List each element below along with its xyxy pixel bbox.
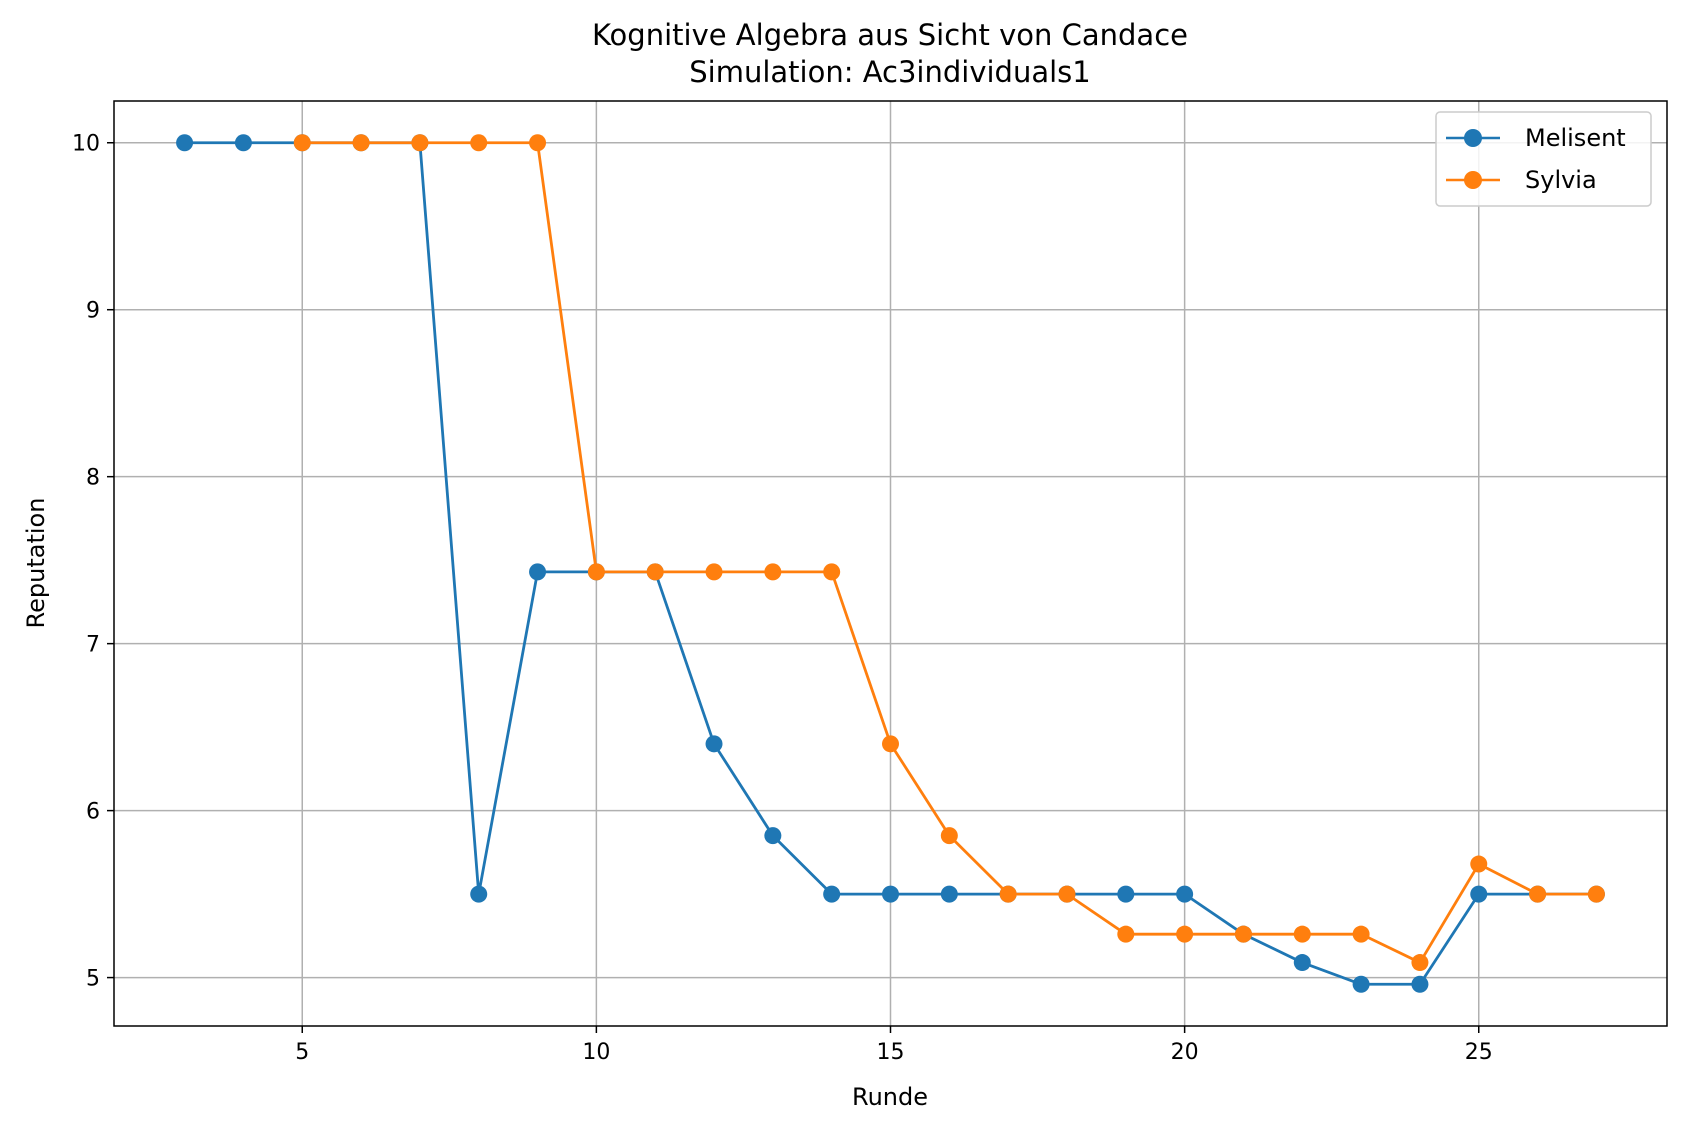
y-axis-label: Reputation [22,498,50,629]
data-point-sylvia [1352,925,1370,943]
y-tick-label: 7 [86,633,100,658]
y-tick-label: 8 [86,466,100,491]
y-tick-label: 9 [86,299,100,324]
x-tick-label: 15 [877,1040,905,1065]
data-point-sylvia [529,134,547,152]
data-point-sylvia [470,134,488,152]
data-point-melisent [940,885,958,903]
data-point-melisent [1117,885,1135,903]
data-point-melisent [1470,885,1488,903]
y-tick-label: 6 [86,800,100,825]
data-point-sylvia [1470,855,1488,873]
data-point-melisent [705,735,723,753]
data-point-sylvia [1293,925,1311,943]
y-tick-label: 5 [86,967,100,992]
data-point-melisent [1176,885,1194,903]
data-point-melisent [176,134,194,152]
x-tick-label: 20 [1171,1040,1199,1065]
x-axis-label: Runde [852,1083,928,1111]
data-point-sylvia [1234,925,1252,943]
x-tick-label: 25 [1465,1040,1493,1065]
y-tick-label: 10 [72,132,100,157]
data-point-sylvia [882,735,899,753]
legend-entry-melisent: Melisent [1446,124,1626,152]
data-point-melisent [470,885,488,903]
legend-entry-sylvia: Sylvia [1446,166,1597,194]
data-point-sylvia [1058,885,1076,903]
data-point-melisent [1293,954,1311,972]
chart-title: Kognitive Algebra aus Sicht von Candace [592,18,1188,52]
data-point-sylvia [764,563,782,581]
data-point-melisent [234,134,252,152]
data-point-sylvia [293,134,311,152]
data-point-sylvia [1411,954,1429,972]
legend-box [1435,111,1652,207]
legend-marker [1464,129,1482,147]
legend-label: Sylvia [1525,166,1597,194]
data-point-melisent [1411,975,1429,993]
data-point-sylvia [587,563,605,581]
series-sylvia [293,134,1605,972]
legend: Melisent Sylvia [1435,111,1652,207]
x-tick-label: 10 [582,1040,610,1065]
data-point-melisent [882,885,899,903]
data-point-sylvia [999,885,1017,903]
x-tick-label: 5 [295,1040,309,1065]
data-point-sylvia [940,827,958,845]
data-point-sylvia [1529,885,1547,903]
data-point-sylvia [352,134,370,152]
data-point-melisent [823,885,841,903]
data-point-melisent [529,563,547,581]
data-point-sylvia [1176,925,1194,943]
data-point-sylvia [646,563,664,581]
legend-marker [1464,171,1482,189]
data-point-sylvia [823,563,841,581]
legend-label: Melisent [1525,124,1626,152]
axis-ticks: 5 10 15 20 25 5 6 7 8 9 10 [72,132,1493,1065]
data-point-sylvia [1117,925,1135,943]
data-point-sylvia [705,563,723,581]
data-point-sylvia [1587,885,1605,903]
data-point-melisent [764,827,782,845]
data-point-sylvia [411,134,429,152]
series [176,134,1605,993]
chart-subtitle: Simulation: Ac3individuals1 [689,55,1090,89]
data-point-melisent [1352,975,1370,993]
